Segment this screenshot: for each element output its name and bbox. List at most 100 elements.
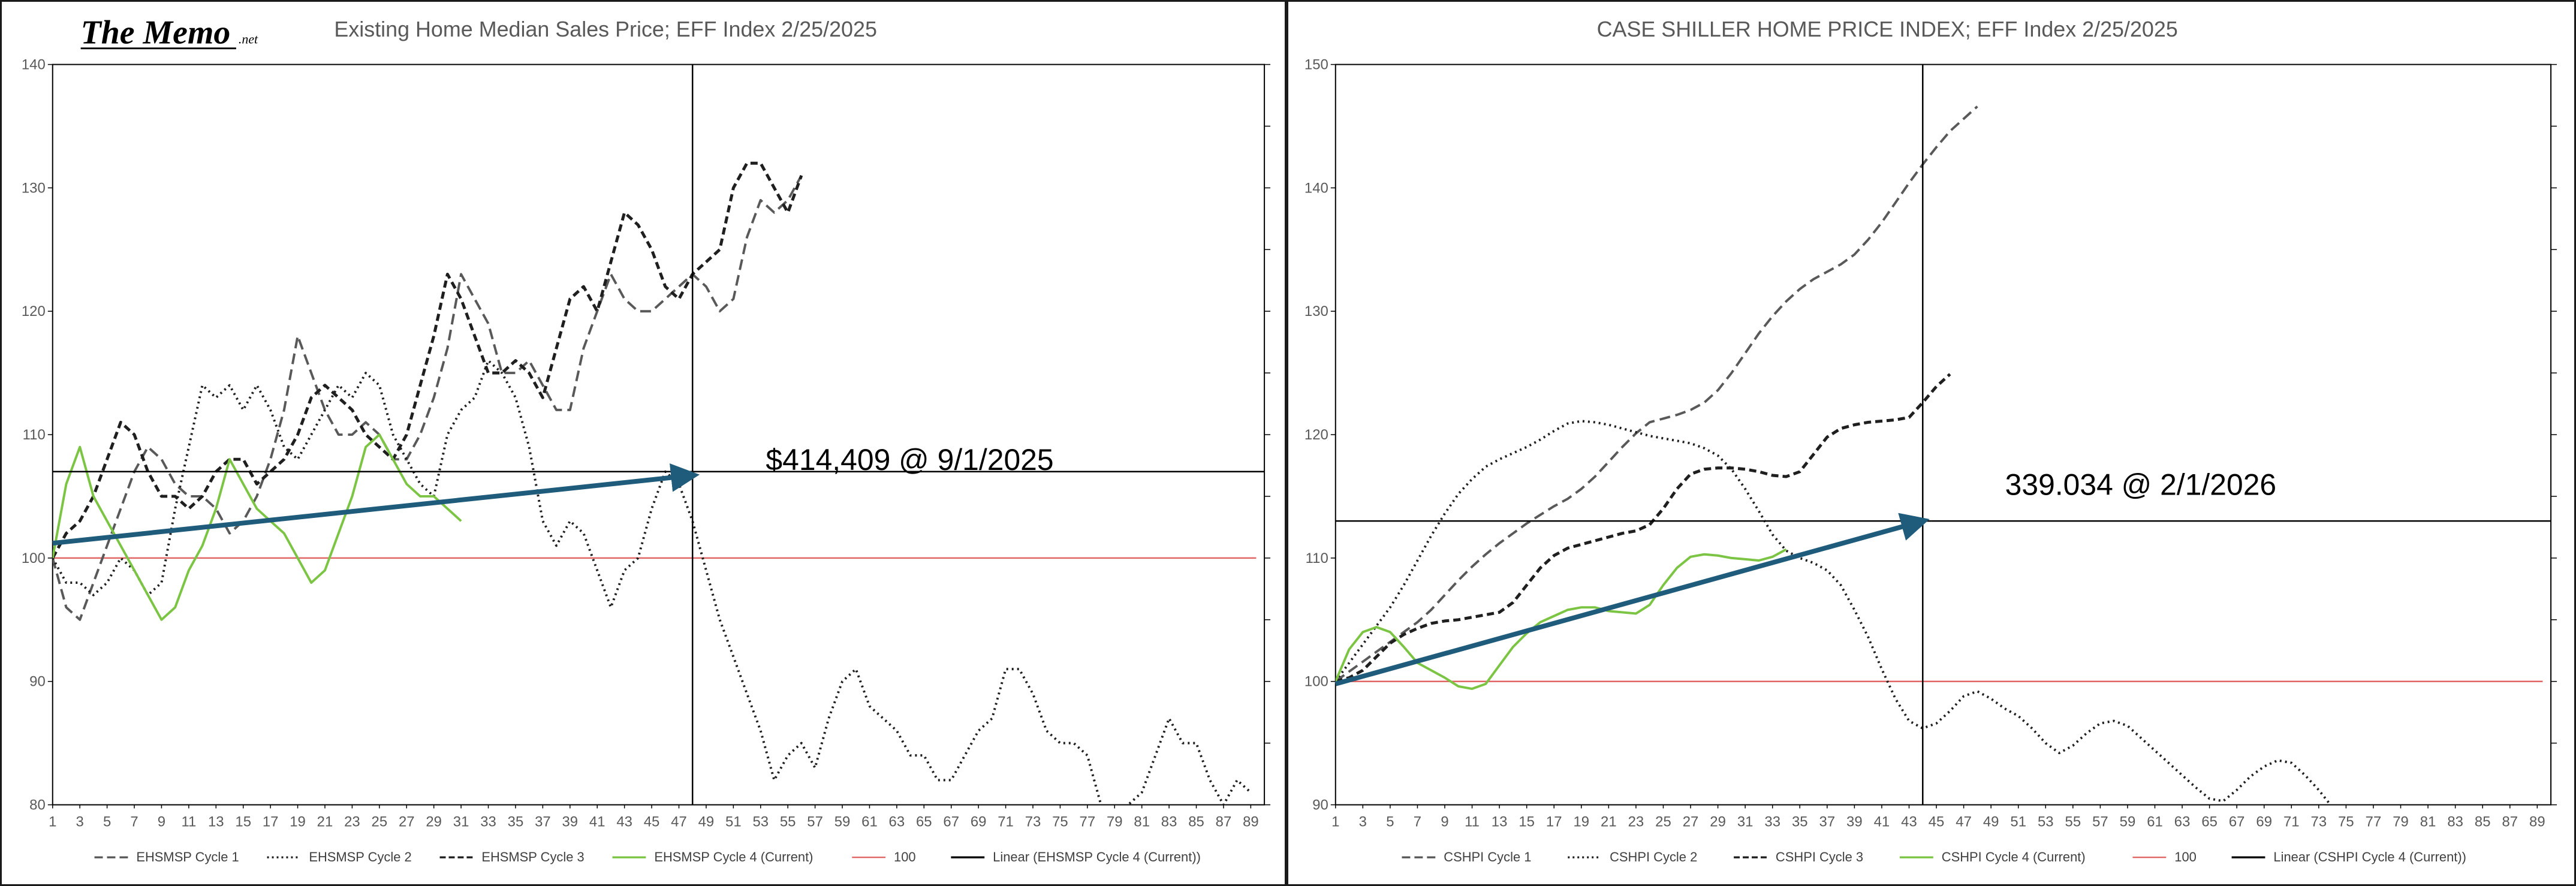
x-tick-label: 85 [1188, 813, 1204, 830]
logo: The Memo .net [80, 14, 258, 52]
x-tick-label: 15 [1519, 813, 1535, 830]
plot-series [52, 161, 1257, 805]
y-tick-label: 110 [1306, 550, 1328, 566]
chart-panel-right: CASE SHILLER HOME PRICE INDEX; EFF Index… [1287, 0, 2576, 886]
y-tick-label: 150 [1304, 57, 1328, 73]
legend-item: CSHPI Cycle 1 [1402, 849, 1531, 864]
legend-item: CSHPI Cycle 4 (Current) [1899, 849, 2086, 864]
x-tick-label: 5 [103, 813, 111, 830]
x-tick-label: 87 [2502, 813, 2518, 830]
x-tick-label: 5 [1386, 813, 1394, 830]
legend-label: EHSMSP Cycle 4 (Current) [654, 849, 813, 864]
x-tick-label: 17 [1546, 813, 1562, 830]
legend-item: Linear (EHSMSP Cycle 4 (Current)) [951, 849, 1201, 864]
x-tick-label: 23 [344, 813, 360, 830]
x-tick-label: 65 [916, 813, 932, 830]
chart-title: CASE SHILLER HOME PRICE INDEX; EFF Index… [1597, 17, 2178, 41]
legend-label: EHSMSP Cycle 1 [136, 849, 239, 864]
x-tick-label: 29 [1710, 813, 1726, 830]
x-tick-label: 19 [290, 813, 306, 830]
x-tick-label: 69 [971, 813, 987, 830]
y-tick-label: 110 [23, 427, 46, 443]
x-tick-label: 67 [2229, 813, 2245, 830]
x-tick-label: 21 [317, 813, 333, 830]
x-tick-label: 9 [158, 813, 165, 830]
y-tick-label: 90 [1312, 797, 1328, 813]
x-tick-label: 17 [263, 813, 279, 830]
series-line-4 [1335, 548, 1787, 691]
logo-suffix: .net [239, 32, 258, 47]
x-tick-label: 83 [1161, 813, 1177, 830]
x-tick-label: 51 [2010, 813, 2026, 830]
x-tick-label: 83 [2447, 813, 2463, 830]
legend-item: EHSMSP Cycle 3 [439, 849, 585, 864]
series-line-3 [52, 161, 803, 559]
x-tick-label: 21 [1601, 813, 1617, 830]
x-tick-label: 51 [725, 813, 742, 830]
annotation-label: 339.034 @ 2/1/2026 [2005, 468, 2277, 502]
x-tick-label: 61 [861, 813, 878, 830]
chart-title: Existing Home Median Sales Price; EFF In… [334, 17, 876, 41]
x-tick-label: 43 [616, 813, 632, 830]
x-tick-label: 13 [208, 813, 224, 830]
logo-text: The Memo [81, 14, 231, 52]
x-tick-label: 47 [671, 813, 687, 830]
legend-item: Linear (CSHPI Cycle 4 (Current)) [2231, 849, 2466, 864]
chart-right: CASE SHILLER HOME PRICE INDEX; EFF Index… [1304, 17, 2557, 864]
y-tick-label: 100 [1304, 674, 1328, 690]
legend-item: CSHPI Cycle 3 [1734, 849, 1863, 864]
x-tick-label: 23 [1628, 813, 1644, 830]
x-tick-label: 33 [480, 813, 496, 830]
series-line-3 [1335, 373, 1951, 683]
x-tick-label: 57 [807, 813, 823, 830]
x-tick-label: 27 [1683, 813, 1699, 830]
x-tick-label: 59 [2120, 813, 2136, 830]
legend-label: 100 [894, 849, 916, 864]
x-tick-label: 35 [508, 813, 524, 830]
x-tick-label: 33 [1764, 813, 1780, 830]
chart-panel-left: The Memo .net Existing Home Median Sales… [0, 0, 1287, 886]
legend-label: CSHPI Cycle 3 [1776, 849, 1863, 864]
x-tick-label: 39 [562, 813, 578, 830]
legend: EHSMSP Cycle 1 EHSMSP Cycle 2 EHSMSP Cycle… [94, 849, 1201, 864]
x-tick-label: 25 [372, 813, 388, 830]
x-tick-label: 81 [2420, 813, 2436, 830]
series-line-2 [1335, 420, 2332, 805]
x-tick-label: 11 [181, 813, 196, 830]
x-tick-label: 41 [1874, 813, 1890, 830]
x-tick-label: 55 [780, 813, 796, 830]
x-tick-label: 7 [1414, 813, 1421, 830]
x-tick-label: 87 [1216, 813, 1232, 830]
y-tick-label: 140 [1304, 180, 1328, 196]
x-tick-label: 41 [589, 813, 605, 830]
annotation-label: $414,409 @ 9/1/2025 [766, 443, 1053, 477]
x-tick-label: 1 [1331, 813, 1339, 830]
x-tick-label: 3 [76, 813, 84, 830]
x-tick-label: 77 [1080, 813, 1096, 830]
legend-label: CSHPI Cycle 4 (Current) [1942, 849, 2086, 864]
x-tick-label: 71 [2283, 813, 2300, 830]
trend-arrow [1334, 513, 1930, 686]
legend-label: EHSMSP Cycle 2 [309, 849, 411, 864]
x-tick-label: 31 [453, 813, 469, 830]
x-tick-label: 53 [752, 813, 769, 830]
x-tick-label: 3 [1359, 813, 1367, 830]
x-tick-label: 47 [1956, 813, 1972, 830]
x-tick-label: 63 [2174, 813, 2191, 830]
legend-item: EHSMSP Cycle 4 (Current) [612, 849, 814, 864]
y-tick-label: 90 [29, 674, 46, 690]
legend-label: CSHPI Cycle 2 [1610, 849, 1697, 864]
x-tick-label: 37 [535, 813, 551, 830]
x-tick-label: 53 [2038, 813, 2054, 830]
legend-label: Linear (EHSMSP Cycle 4 (Current)) [993, 849, 1201, 864]
legend-item: CSHPI Cycle 2 [1568, 849, 1697, 864]
x-tick-label: 45 [644, 813, 660, 830]
x-tick-label: 37 [1819, 813, 1836, 830]
x-tick-label: 49 [1983, 813, 1999, 830]
y-tick-label: 130 [22, 180, 46, 196]
x-tick-label: 75 [2338, 813, 2354, 830]
y-tick-label: 140 [22, 57, 46, 73]
y-tick-label: 100 [22, 550, 46, 566]
x-tick-label: 85 [2475, 813, 2491, 830]
legend-label: CSHPI Cycle 1 [1444, 849, 1531, 864]
